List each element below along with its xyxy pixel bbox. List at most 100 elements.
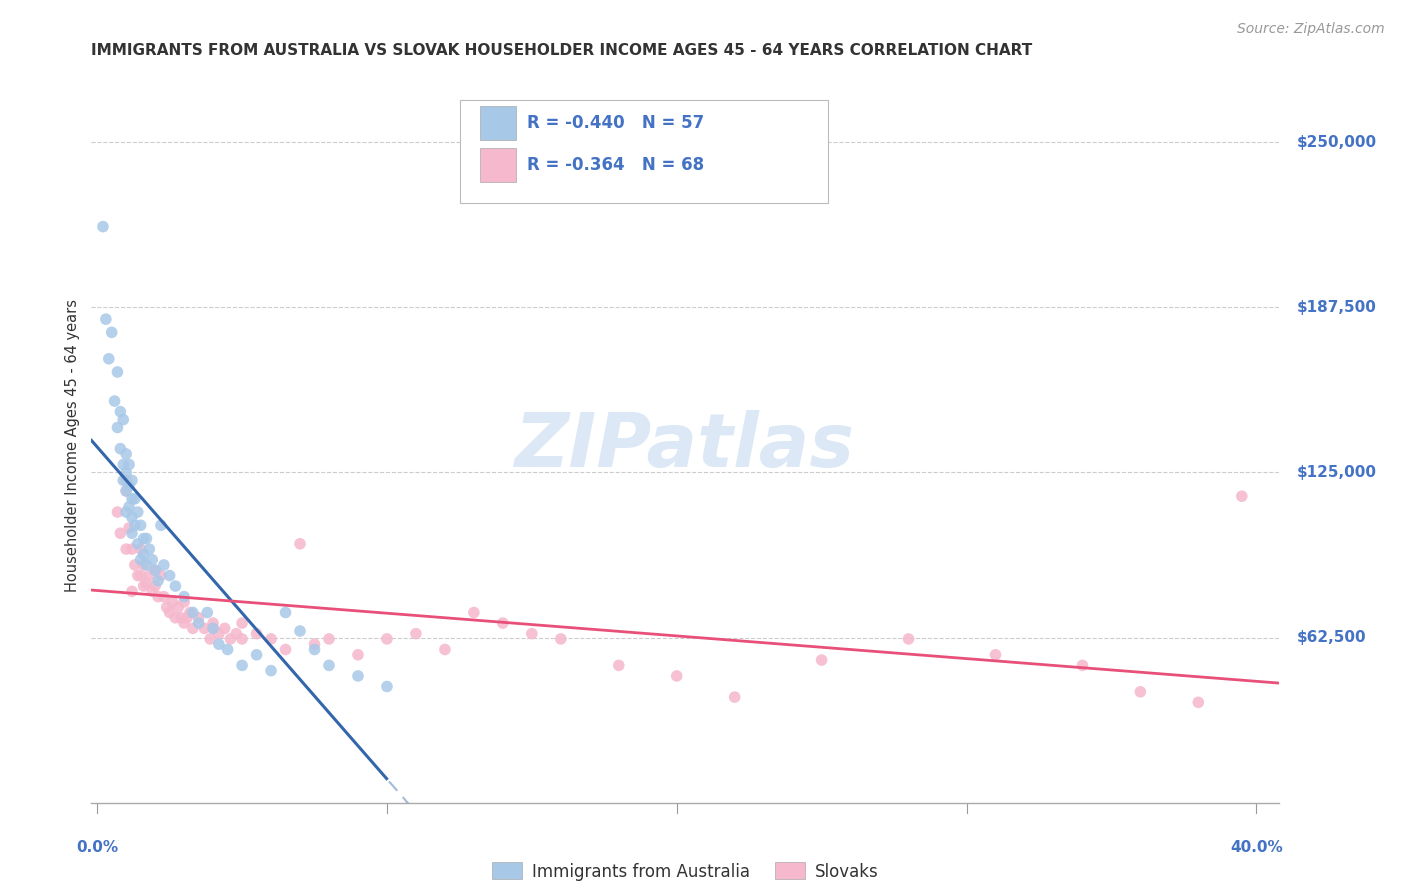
Point — [181, 621, 204, 635]
Point — [121, 526, 143, 541]
Point — [176, 611, 198, 625]
Text: R = -0.364   N = 68: R = -0.364 N = 68 — [527, 156, 704, 174]
Point — [405, 626, 427, 640]
Point — [115, 483, 138, 498]
Point — [127, 537, 149, 551]
Point — [107, 505, 129, 519]
Point — [202, 621, 225, 635]
Point — [132, 558, 155, 572]
Point — [115, 466, 138, 480]
FancyBboxPatch shape — [479, 106, 516, 140]
Point — [1187, 695, 1209, 709]
Point — [121, 584, 143, 599]
Point — [170, 611, 193, 625]
Point — [217, 642, 239, 657]
Point — [167, 600, 190, 615]
Point — [121, 491, 143, 506]
Point — [274, 606, 297, 620]
Legend: Immigrants from Australia, Slovaks: Immigrants from Australia, Slovaks — [485, 855, 886, 888]
Point — [219, 632, 242, 646]
Point — [200, 632, 222, 646]
Point — [138, 542, 160, 557]
Point — [375, 680, 398, 694]
Point — [115, 474, 138, 488]
Point — [984, 648, 1007, 662]
Point — [162, 595, 184, 609]
Point — [112, 474, 135, 488]
Point — [135, 532, 157, 546]
Y-axis label: Householder Income Ages 45 - 64 years: Householder Income Ages 45 - 64 years — [65, 300, 80, 592]
Point — [187, 611, 209, 625]
Point — [112, 458, 135, 472]
Point — [115, 483, 138, 498]
Point — [110, 526, 132, 541]
Point — [165, 579, 187, 593]
Point — [159, 568, 181, 582]
Point — [121, 542, 143, 557]
Point — [179, 606, 201, 620]
Point — [115, 505, 138, 519]
Text: 0.0%: 0.0% — [76, 839, 118, 855]
Point — [146, 574, 169, 588]
FancyBboxPatch shape — [460, 100, 828, 203]
Point — [118, 500, 141, 514]
Point — [202, 616, 225, 631]
Point — [110, 442, 132, 456]
Point — [173, 616, 195, 631]
Point — [1071, 658, 1094, 673]
Point — [607, 658, 630, 673]
Point — [118, 458, 141, 472]
Point — [135, 558, 157, 572]
Text: $125,000: $125,000 — [1296, 465, 1376, 480]
FancyBboxPatch shape — [479, 148, 516, 183]
Point — [143, 563, 166, 577]
Point — [124, 558, 146, 572]
Point — [810, 653, 832, 667]
Point — [110, 404, 132, 418]
Point — [132, 532, 155, 546]
Point — [121, 474, 143, 488]
Point — [187, 616, 209, 631]
Point — [153, 558, 176, 572]
Point — [274, 642, 297, 657]
Point — [141, 552, 163, 566]
Text: R = -0.440   N = 57: R = -0.440 N = 57 — [527, 114, 704, 132]
Point — [143, 563, 166, 577]
Point — [231, 616, 253, 631]
Point — [375, 632, 398, 646]
Point — [181, 606, 204, 620]
Point — [202, 621, 225, 635]
Point — [129, 542, 152, 557]
Point — [347, 648, 370, 662]
Point — [159, 606, 181, 620]
Point — [149, 568, 172, 582]
Point — [124, 518, 146, 533]
Point — [724, 690, 747, 704]
Point — [245, 648, 267, 662]
Point — [897, 632, 920, 646]
Point — [129, 552, 152, 566]
Point — [132, 547, 155, 561]
Point — [195, 606, 218, 620]
Point — [149, 518, 172, 533]
Point — [124, 491, 146, 506]
Point — [97, 351, 120, 366]
Text: IMMIGRANTS FROM AUSTRALIA VS SLOVAK HOUSEHOLDER INCOME AGES 45 - 64 YEARS CORREL: IMMIGRANTS FROM AUSTRALIA VS SLOVAK HOUS… — [91, 43, 1032, 58]
Point — [107, 365, 129, 379]
Point — [492, 616, 515, 631]
Point — [127, 505, 149, 519]
Point — [118, 478, 141, 492]
Point — [550, 632, 572, 646]
Point — [463, 606, 485, 620]
Point — [433, 642, 456, 657]
Point — [193, 621, 215, 635]
Point — [156, 600, 179, 615]
Point — [115, 447, 138, 461]
Point — [121, 510, 143, 524]
Point — [143, 579, 166, 593]
Point — [1230, 489, 1253, 503]
Point — [260, 632, 283, 646]
Point — [231, 658, 253, 673]
Text: Source: ZipAtlas.com: Source: ZipAtlas.com — [1237, 22, 1385, 37]
Point — [141, 584, 163, 599]
